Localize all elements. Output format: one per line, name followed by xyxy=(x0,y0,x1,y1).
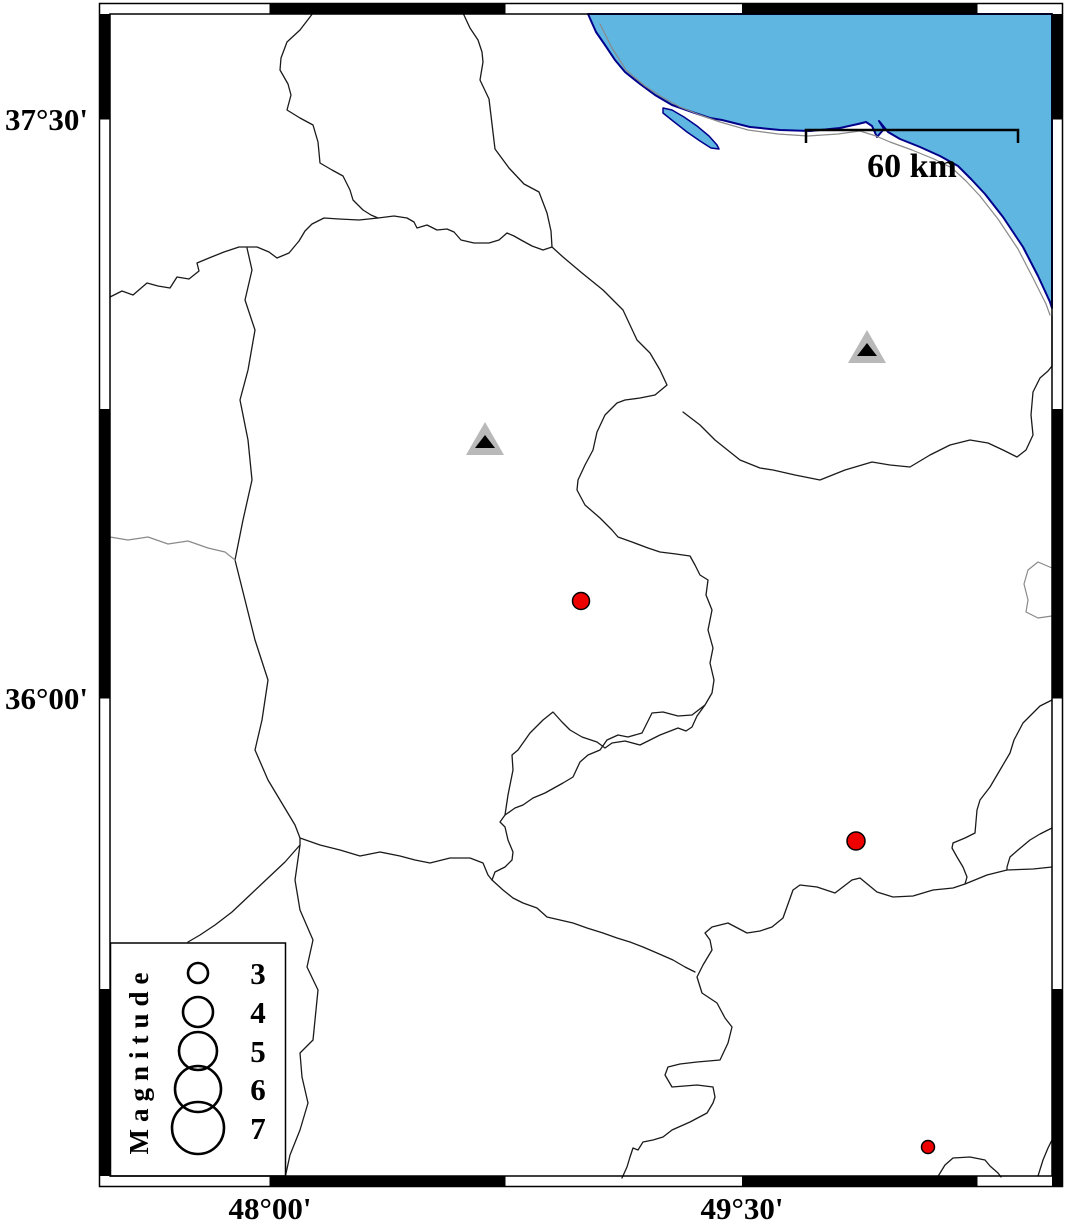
earthquake-marker xyxy=(846,831,866,851)
admin-boundary-gray xyxy=(1023,561,1053,619)
admin-boundary xyxy=(279,12,379,219)
legend-magnitude-circle xyxy=(177,1030,219,1072)
frame-band xyxy=(99,989,110,1176)
legend-magnitude-label: 4 xyxy=(250,995,266,1030)
lon-label-4930: 49°30' xyxy=(700,1191,783,1226)
admin-boundary xyxy=(462,12,553,248)
admin-boundary xyxy=(234,247,319,1179)
frame-band xyxy=(742,3,977,14)
admin-boundary xyxy=(936,1156,1002,1179)
frame-inner-border xyxy=(109,13,1053,1177)
earthquake-marker xyxy=(920,1139,936,1155)
frame-band xyxy=(99,409,110,698)
legend-magnitude-label: 5 xyxy=(250,1034,266,1069)
admin-boundary xyxy=(504,704,706,816)
legend-magnitude-circle xyxy=(186,961,210,985)
admin-boundary xyxy=(299,837,493,881)
frame-band xyxy=(742,1176,977,1187)
legend-magnitude-label: 3 xyxy=(250,956,266,991)
gray-boundary-layer xyxy=(109,536,1053,619)
scale-bar-label: 60 km xyxy=(867,148,957,185)
admin-boundary xyxy=(1006,827,1053,871)
scale-bar-line xyxy=(804,128,1020,143)
frame-band xyxy=(1052,989,1063,1176)
admin-boundary xyxy=(187,844,301,943)
admin-boundary xyxy=(621,866,1053,1179)
map-frame xyxy=(98,2,1064,1188)
magnitude-legend: Magnitude 3 4 56 7 xyxy=(109,942,287,1177)
frame-band xyxy=(270,1176,505,1187)
boundary-layer xyxy=(109,12,1053,1179)
axis-labels: 37°30' 36°00' 48°00' 49°30' xyxy=(5,102,784,1226)
earthquakes-layer xyxy=(571,591,936,1155)
lon-label-4800: 48°00' xyxy=(228,1191,311,1226)
legend-magnitude-circle xyxy=(173,1064,223,1114)
lat-label-3600: 36°00' xyxy=(5,681,88,716)
frame-band xyxy=(270,3,505,14)
legend-magnitude-circle xyxy=(170,1100,226,1156)
sea-layer xyxy=(587,13,1053,316)
legend-items: 3 4 56 7 xyxy=(170,956,266,1156)
admin-boundary xyxy=(109,215,553,298)
scale-bar: 60 km xyxy=(804,128,1020,185)
legend-magnitude-circle xyxy=(181,995,215,1029)
caspian-sea xyxy=(587,13,1053,309)
legend-magnitude-label: 7 xyxy=(250,1111,266,1146)
lat-label-3730: 37°30' xyxy=(5,102,88,137)
admin-boundary xyxy=(491,246,715,973)
frame-band xyxy=(1052,409,1063,698)
stations-layer xyxy=(466,330,886,455)
frame-outer-border xyxy=(98,2,1064,1188)
earthquake-marker xyxy=(571,591,591,611)
admin-boundary xyxy=(682,315,1053,481)
admin-boundary xyxy=(951,699,1053,885)
legend-magnitude-label: 6 xyxy=(250,1072,266,1107)
frame-corner xyxy=(1052,1176,1063,1187)
station-marker-core xyxy=(475,435,495,448)
admin-boundary xyxy=(1037,1139,1053,1177)
legend-title: Magnitude xyxy=(124,965,154,1154)
admin-boundary-gray xyxy=(109,536,236,561)
coastal-lagoon xyxy=(662,107,720,150)
frame-band xyxy=(99,14,110,119)
frame-band xyxy=(1052,14,1063,119)
station-marker-core xyxy=(857,343,877,356)
